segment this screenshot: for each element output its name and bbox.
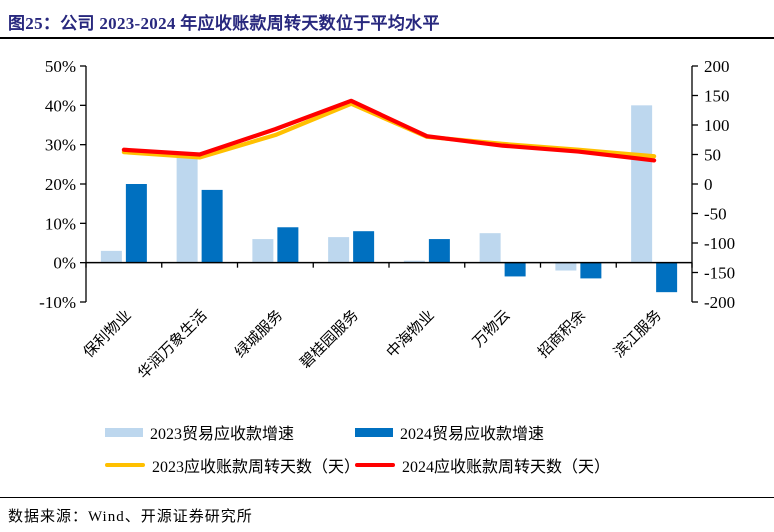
bar-2023贸易应收款增速-绿城服务 — [252, 239, 274, 263]
bar-2023贸易应收款增速-华润万象生活 — [176, 156, 198, 263]
x-axis-label-碧桂园服务: 碧桂园服务 — [297, 307, 362, 372]
left-axis-tick-label: 20% — [45, 175, 76, 194]
left-axis-tick-label: 10% — [45, 214, 76, 233]
bar-2023贸易应收款增速-招商积余 — [555, 262, 577, 271]
legend-swatch-bar-2024 — [355, 427, 393, 437]
right-axis-tick-label: 50 — [704, 146, 721, 165]
right-axis-tick-label: -50 — [704, 205, 727, 224]
x-axis-labels: 保利物业 华润万象生活 绿城服务 碧桂园服务 中海物业 万物云 招商积余 滨江服务 — [80, 306, 665, 382]
bar-2024贸易应收款增速-绿城服务 — [277, 227, 299, 263]
bars-2024贸易应收款增速 — [125, 184, 678, 293]
chart-legend: 2023贸易应收款增速 2024贸易应收款增速 2023应收账款周转天数（天） … — [105, 420, 665, 477]
chart-title: 图25：公司 2023-2024 年应收账款周转天数位于平均水平 — [8, 14, 440, 33]
right-axis-tick-label: 0 — [704, 175, 713, 194]
bar-2024贸易应收款增速-中海物业 — [428, 239, 450, 263]
bars-2023贸易应收款增速 — [100, 105, 653, 271]
left-axis-tick-label: 0% — [53, 254, 76, 273]
bar-2024贸易应收款增速-碧桂园服务 — [353, 231, 375, 263]
bar-2023贸易应收款增速-保利物业 — [100, 250, 122, 263]
x-axis-label-华润万象生活: 华润万象生活 — [135, 307, 211, 383]
legend-item-2023-bars: 2023贸易应收款增速 — [105, 420, 355, 444]
data-source: 数据来源：Wind、开源证券研究所 — [8, 509, 253, 525]
right-axis-tick-label: -100 — [704, 234, 735, 253]
bar-2024贸易应收款增速-滨江服务 — [656, 262, 678, 293]
legend-item-2023-line: 2023应收账款周转天数（天） — [105, 453, 360, 477]
title-divider — [0, 37, 774, 39]
left-axis-tick-label: 50% — [45, 57, 76, 76]
legend-swatch-line-2023 — [105, 463, 145, 467]
right-axis-tick-label: -150 — [704, 264, 735, 283]
x-axis-label-万物云: 万物云 — [470, 307, 514, 351]
right-axis-tick-label: 100 — [704, 116, 730, 135]
bar-2023贸易应收款增速-碧桂园服务 — [328, 237, 350, 263]
legend-label: 2024贸易应收款增速 — [400, 426, 545, 443]
right-axis-tick-label: 200 — [704, 57, 730, 76]
left-axis-tick-label: -10% — [39, 293, 76, 312]
legend-item-2024-bars: 2024贸易应收款增速 — [355, 420, 665, 444]
bar-2023贸易应收款增速-万物云 — [479, 233, 501, 263]
x-axis — [85, 261, 693, 268]
legend-swatch-line-2024 — [355, 463, 395, 467]
x-axis-label-招商积余: 招商积余 — [534, 306, 589, 361]
x-axis-label-滨江服务: 滨江服务 — [610, 307, 664, 361]
left-axis-tick-label: 40% — [45, 96, 76, 115]
line-2024应收账款周转天数（天） — [121, 98, 657, 163]
right-axis-tick-label: 150 — [704, 87, 730, 106]
bar-2023贸易应收款增速-中海物业 — [403, 260, 425, 263]
legend-label: 2024应收账款周转天数（天） — [402, 459, 611, 476]
left-axis-labels: 50% 40% 30% 20% 10% 0% -10% — [39, 57, 86, 312]
legend-label: 2023贸易应收款增速 — [150, 426, 295, 443]
combo-chart: 50% 40% 30% 20% 10% 0% -10% 200 150 100 50 0 -50 -100… — [39, 57, 735, 382]
source-divider — [0, 497, 774, 498]
bar-2024贸易应收款增速-招商积余 — [580, 262, 602, 279]
bar-2023贸易应收款增速-滨江服务 — [631, 105, 653, 263]
x-axis-label-中海物业: 中海物业 — [383, 307, 437, 361]
bar-2024贸易应收款增速-华润万象生活 — [201, 189, 223, 263]
left-axis-tick-label: 30% — [45, 136, 76, 155]
legend-swatch-bar-2023 — [105, 427, 143, 437]
bar-2024贸易应收款增速-万物云 — [504, 262, 526, 277]
x-axis-label-保利物业: 保利物业 — [80, 307, 134, 361]
x-axis-label-绿城服务: 绿城服务 — [232, 307, 286, 361]
bar-2024贸易应收款增速-保利物业 — [125, 184, 147, 263]
legend-item-2024-line: 2024应收账款周转天数（天） — [355, 453, 665, 477]
legend-label: 2023应收账款周转天数（天） — [152, 459, 361, 476]
line-series — [121, 98, 657, 163]
right-axis-labels: 200 150 100 50 0 -50 -100 -150 -200 — [692, 57, 735, 312]
right-axis-tick-label: -200 — [704, 293, 735, 312]
